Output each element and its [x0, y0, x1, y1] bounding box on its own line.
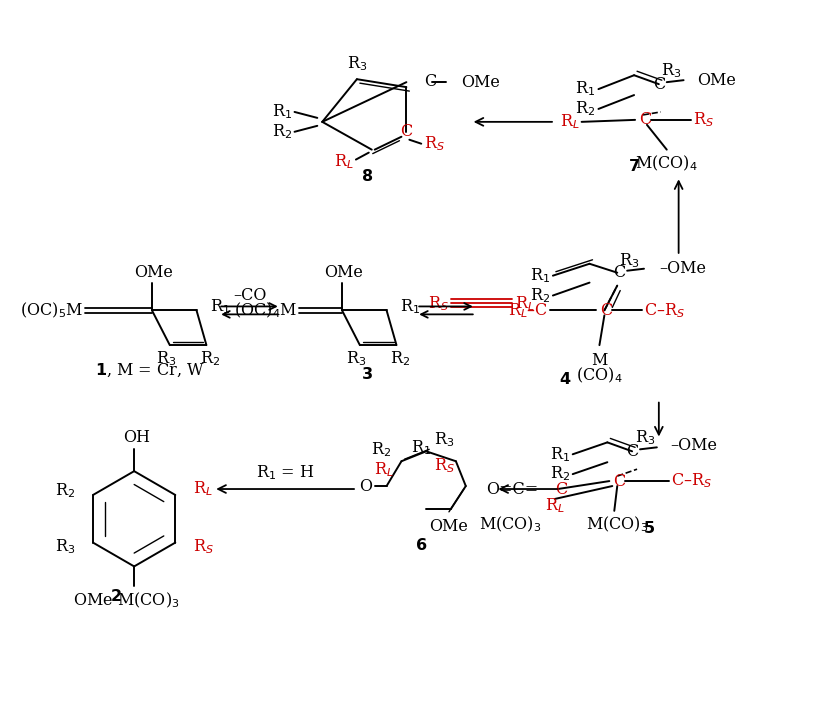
Text: R$_1$: R$_1$ — [210, 297, 230, 316]
Text: (CO)$_4$: (CO)$_4$ — [576, 365, 622, 384]
Text: OMe M(CO)$_3$: OMe M(CO)$_3$ — [73, 591, 179, 610]
Text: R$_1$: R$_1$ — [400, 297, 420, 316]
Text: (OC)$_5$M: (OC)$_5$M — [20, 300, 83, 320]
Text: R$_2$: R$_2$ — [549, 465, 569, 484]
Text: C: C — [613, 264, 625, 281]
Text: $\mathbf{7}$: $\mathbf{7}$ — [627, 158, 640, 175]
Text: R$_1$: R$_1$ — [529, 266, 550, 285]
Text: R$_1$: R$_1$ — [272, 103, 292, 122]
Text: C: C — [613, 473, 625, 489]
Text: $\mathbf{4}$: $\mathbf{4}$ — [558, 371, 570, 388]
Text: R$_3$: R$_3$ — [346, 350, 365, 369]
Text: $\mathbf{5}$: $\mathbf{5}$ — [642, 521, 654, 537]
Text: OMe: OMe — [324, 264, 363, 281]
Text: R$_2$: R$_2$ — [529, 286, 550, 305]
Text: M(CO)$_4$: M(CO)$_4$ — [635, 153, 697, 173]
Text: R$_2$: R$_2$ — [55, 481, 75, 500]
Text: M(CO)$_3$: M(CO)$_3$ — [586, 515, 648, 534]
Text: R$_1$: R$_1$ — [575, 80, 595, 98]
Text: R$_1$: R$_1$ — [411, 438, 431, 457]
Text: $\mathbf{6}$: $\mathbf{6}$ — [414, 537, 427, 554]
Text: R$_L$: R$_L$ — [559, 112, 579, 131]
Text: C: C — [625, 443, 637, 460]
Text: R$_2$: R$_2$ — [575, 100, 595, 118]
Text: R$_1$: R$_1$ — [549, 445, 569, 463]
Text: R$_3$: R$_3$ — [433, 430, 454, 449]
Text: O: O — [358, 478, 371, 494]
Text: R$_3$: R$_3$ — [634, 428, 654, 447]
Text: R$_L$: R$_L$ — [193, 480, 213, 498]
Text: M(CO)$_3$: M(CO)$_3$ — [478, 515, 541, 534]
Text: R$_L$: R$_L$ — [545, 497, 564, 515]
Text: R$_L$: R$_L$ — [334, 152, 354, 171]
Text: R$_3$: R$_3$ — [660, 61, 681, 80]
Text: –OMe: –OMe — [670, 437, 717, 454]
Text: –CO: –CO — [233, 287, 266, 304]
Text: R$_3$: R$_3$ — [618, 251, 639, 270]
Text: R$_2$: R$_2$ — [272, 122, 292, 141]
Text: C–R$_S$: C–R$_S$ — [670, 472, 711, 490]
Text: R$_L$–C: R$_L$–C — [507, 301, 547, 320]
Text: M: M — [590, 352, 607, 369]
Text: –OMe: –OMe — [658, 260, 705, 277]
Text: R$_2$: R$_2$ — [200, 350, 220, 369]
Text: R$_L$: R$_L$ — [373, 460, 393, 479]
Text: R$_S$: R$_S$ — [433, 456, 455, 474]
Text: R$_S$: R$_S$ — [193, 537, 214, 556]
Text: R$_S$: R$_S$ — [423, 135, 445, 153]
Text: O=C=: O=C= — [485, 481, 537, 497]
Text: R$_L$: R$_L$ — [514, 294, 534, 313]
Text: C: C — [638, 111, 650, 128]
Text: R$_3$: R$_3$ — [156, 350, 176, 369]
Text: R$_3$: R$_3$ — [346, 54, 367, 72]
Text: R$_S$: R$_S$ — [428, 294, 449, 313]
Text: OMe: OMe — [460, 74, 499, 90]
Text: C–R$_S$: C–R$_S$ — [643, 301, 685, 320]
Text: $\mathbf{8}$: $\mathbf{8}$ — [360, 168, 373, 185]
Text: OH: OH — [123, 429, 149, 446]
Text: C: C — [652, 75, 664, 93]
Text: $\mathbf{3}$: $\mathbf{3}$ — [360, 366, 373, 384]
Text: C: C — [600, 302, 612, 319]
Text: R$_1$ = H: R$_1$ = H — [256, 464, 314, 482]
Text: C: C — [423, 72, 436, 90]
Text: $\mathbf{2}$: $\mathbf{2}$ — [111, 588, 122, 605]
Text: OMe: OMe — [429, 518, 468, 535]
Text: (OC)$_4$M: (OC)$_4$M — [234, 300, 297, 320]
Text: OMe: OMe — [134, 264, 173, 281]
Text: R$_S$: R$_S$ — [693, 111, 713, 129]
Text: $\mathbf{1}$, M = Cr, W: $\mathbf{1}$, M = Cr, W — [94, 361, 204, 379]
Text: R$_2$: R$_2$ — [390, 350, 410, 369]
Text: C: C — [554, 481, 567, 497]
Text: R$_3$: R$_3$ — [55, 537, 75, 556]
Text: C: C — [400, 123, 412, 140]
Text: OMe: OMe — [697, 72, 735, 88]
Text: R$_2$: R$_2$ — [371, 440, 391, 459]
